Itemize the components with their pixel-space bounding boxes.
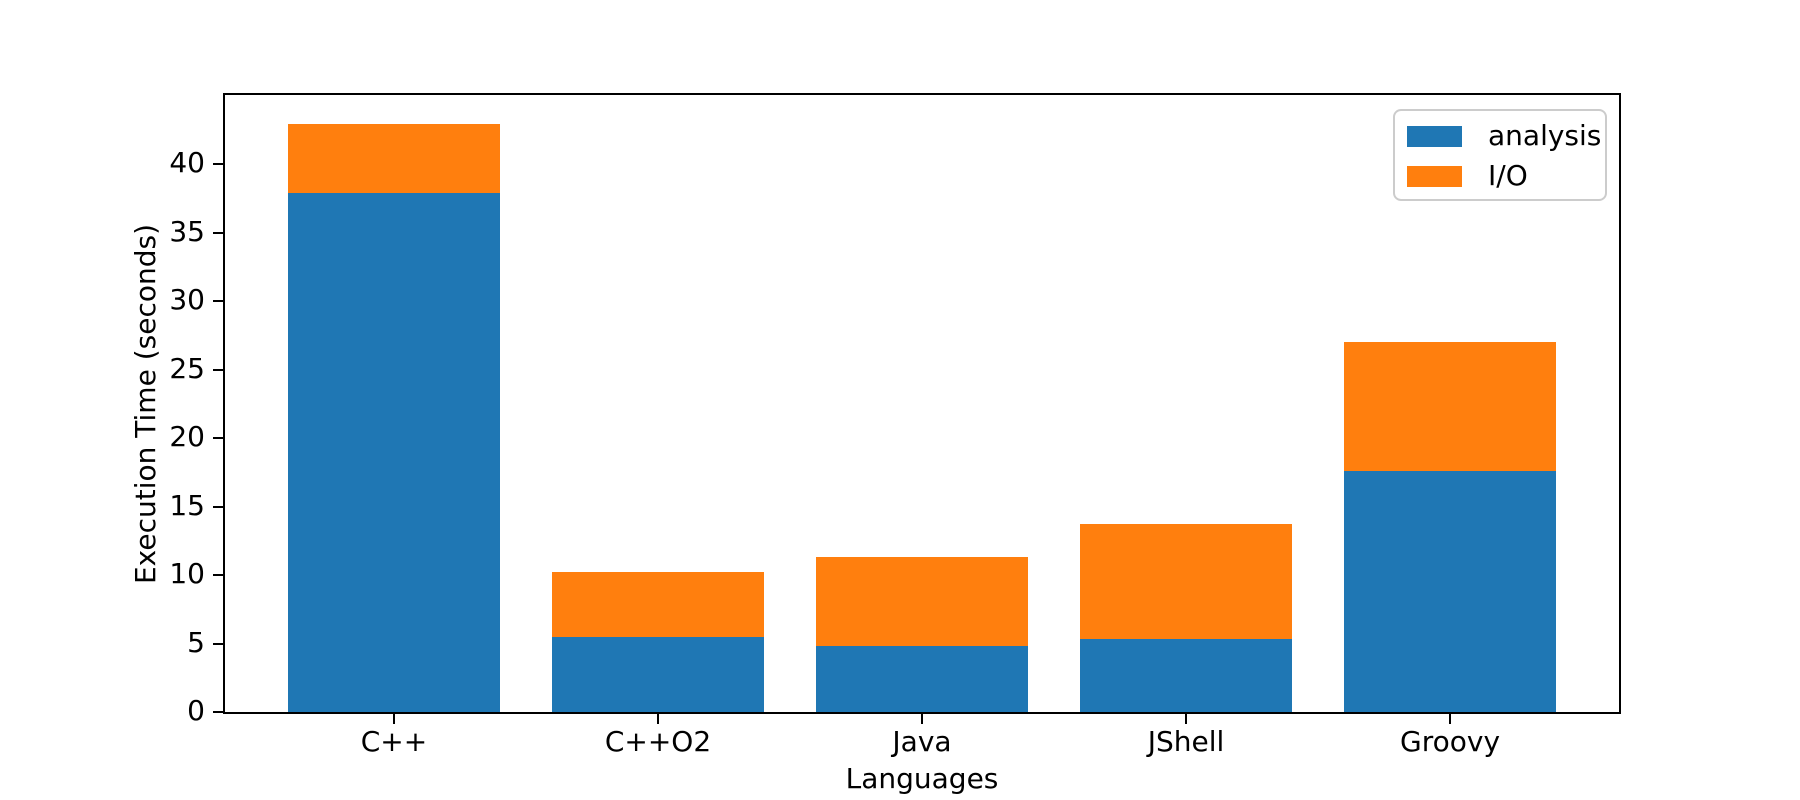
y-tick-label: 0 <box>187 693 205 727</box>
bar-segment-analysis-groovy <box>1344 470 1556 712</box>
legend-label: analysis <box>1488 119 1602 152</box>
legend-row: analysis <box>1407 116 1605 156</box>
y-tick-mark <box>213 231 223 234</box>
bar-segment-io-java <box>816 557 1028 647</box>
legend: analysis I/O <box>1393 109 1607 201</box>
y-tick-label: 40 <box>169 146 205 180</box>
y-tick-label: 25 <box>169 351 205 385</box>
bar-segment-io-co2 <box>552 572 764 637</box>
y-tick-label: 20 <box>169 419 205 453</box>
y-tick-mark <box>213 505 223 508</box>
x-axis-label: Languages <box>845 762 999 795</box>
y-tick-label: 10 <box>169 556 205 590</box>
y-tick-label: 5 <box>187 625 205 659</box>
bar-segment-analysis-co2 <box>552 636 764 712</box>
bar-segment-io-jshell <box>1080 524 1292 640</box>
bar-segment-analysis-jshell <box>1080 639 1292 712</box>
y-tick-mark <box>213 642 223 645</box>
y-tick-mark <box>213 368 223 371</box>
bar-segment-io-c <box>288 124 500 193</box>
x-tick-mark <box>921 714 923 724</box>
bar-segment-analysis-java <box>816 646 1028 712</box>
x-tick-label: C++ <box>360 725 428 758</box>
plot-area: 0 5 10 15 20 25 30 35 40 C++ C++O2 Java JShell Groov… <box>169 93 1621 756</box>
y-tick-mark <box>213 163 223 166</box>
bar-segment-analysis-c <box>288 192 500 712</box>
y-tick-mark <box>213 574 223 577</box>
legend-swatch-io <box>1407 165 1462 187</box>
y-axis-label: Execution Time (seconds) <box>129 223 162 585</box>
x-tick-mark <box>656 714 659 724</box>
x-tick-label: C++O2 <box>604 725 712 758</box>
y-tick-label: 35 <box>169 214 205 248</box>
x-tick-label: Groovy <box>1400 725 1501 758</box>
y-tick-label: 15 <box>169 488 205 522</box>
legend-row: I/O <box>1407 156 1605 196</box>
y-tick-mark <box>213 300 223 303</box>
x-tick-mark <box>392 714 395 724</box>
x-tick-mark <box>1185 714 1187 724</box>
legend-swatch-analysis <box>1407 125 1462 147</box>
bar-segment-io-groovy <box>1344 342 1556 471</box>
x-tick-mark <box>1449 714 1452 724</box>
y-tick-label: 30 <box>169 282 205 316</box>
x-tick-label: JShell <box>1147 725 1225 758</box>
x-tick-label: Java <box>892 725 952 758</box>
y-tick-mark <box>213 437 223 440</box>
legend-label: I/O <box>1488 159 1528 192</box>
y-tick-mark <box>213 711 223 713</box>
